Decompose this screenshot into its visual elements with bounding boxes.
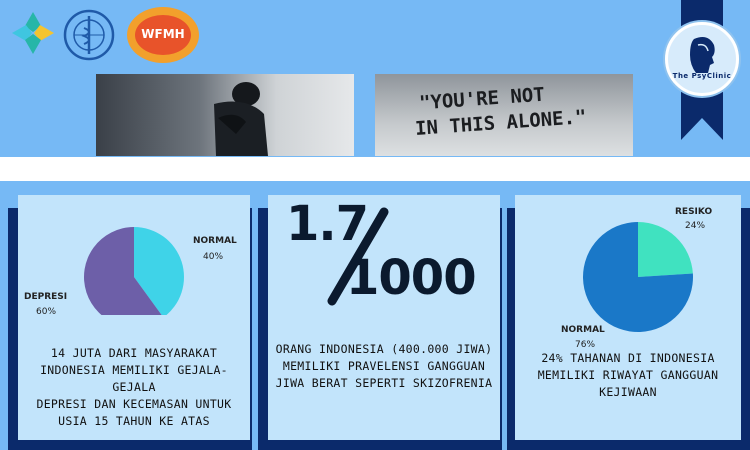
psyclinic-badge: The PsyClinic: [665, 22, 739, 96]
who-logo: [63, 9, 115, 61]
wfmh-text: WFMH: [141, 27, 185, 41]
wfmh-seal-icon: [127, 7, 199, 63]
pie-slice-depresi: [84, 227, 162, 315]
prisoner-pie-chart: [583, 222, 693, 332]
depression-pie-chart: [84, 227, 184, 315]
pct-depresi: 60%: [36, 307, 57, 317]
pct-normal: 76%: [575, 340, 596, 350]
head-profile-icon: [690, 37, 715, 73]
ratio-numerator: 1.7: [286, 196, 369, 252]
description: 14 JUTA DARI MASYARAKAT INDONESIA MEMILI…: [36, 346, 232, 428]
wfmh-logo: WFMH: [126, 6, 200, 64]
stat-card-prisoners: RESIKO 24% NORMAL 76% 24% TAHANAN DI IND…: [515, 195, 741, 440]
pct-normal: 40%: [203, 252, 224, 262]
pie-slice-resiko: [638, 222, 693, 277]
divider-stripe: [0, 157, 750, 181]
not-alone-photo: "YOU'RE NOT IN THIS ALONE.": [375, 74, 633, 156]
badge-text: The PsyClinic: [672, 72, 732, 80]
pct-resiko: 24%: [685, 221, 706, 231]
stat-card-depression: NORMAL 40% DEPRESI 60% 14 JUTA DARI MASY…: [18, 195, 250, 440]
sitting-person-icon: [214, 82, 268, 156]
ribbon-notch: [681, 118, 723, 140]
label-depresi: DEPRESI: [24, 292, 68, 302]
label-normal: NORMAL: [193, 236, 237, 246]
label-resiko: RESIKO: [675, 207, 713, 217]
pie-slice-normal: [583, 222, 693, 332]
pie-slice-normal: [134, 227, 184, 315]
ratio-denominator: 1000: [346, 250, 477, 306]
description: 24% TAHANAN DI INDONESIA MEMILIKI RIWAYA…: [537, 351, 719, 399]
description: ORANG INDONESIA (400.000 JIWA) MEMILIKI …: [275, 342, 493, 390]
label-normal: NORMAL: [561, 325, 605, 335]
sad-person-photo: [96, 74, 354, 156]
moh-logo: [12, 12, 54, 54]
